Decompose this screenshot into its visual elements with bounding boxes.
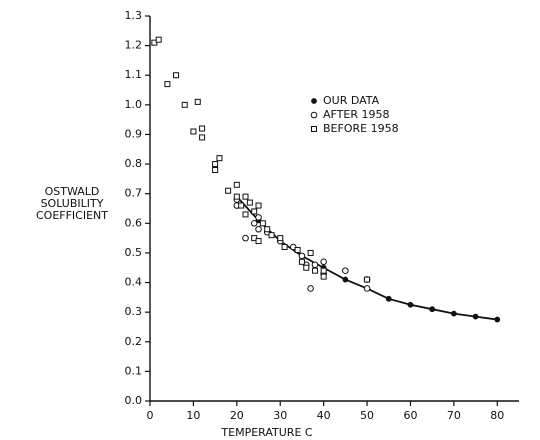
x-tick-label: 70 [447, 409, 461, 422]
y-tick-label: 0.2 [125, 335, 143, 348]
y-tick-label: 1.1 [125, 68, 143, 81]
point [246, 199, 253, 206]
legend-marker [311, 98, 317, 104]
point [259, 220, 266, 227]
point [450, 310, 457, 317]
x-tick-label: 40 [317, 409, 331, 422]
point [216, 155, 223, 162]
point [194, 98, 201, 105]
x-tick-label: 80 [490, 409, 504, 422]
point [307, 285, 314, 292]
point [255, 214, 262, 221]
y-tick-label: 0.6 [125, 216, 143, 229]
point [268, 232, 275, 239]
point [320, 267, 327, 274]
point [255, 238, 262, 245]
point [251, 208, 258, 215]
point [494, 316, 501, 323]
point [212, 167, 219, 173]
point [242, 193, 249, 200]
point [225, 187, 232, 194]
y-tick-label: 1.0 [125, 98, 143, 111]
x-tick-label: 30 [273, 409, 287, 422]
point [429, 306, 436, 313]
point [281, 244, 288, 250]
y-tick-label: 0.7 [125, 187, 143, 200]
point [233, 193, 240, 200]
point [190, 128, 197, 135]
point [342, 276, 349, 283]
legend-marker [311, 126, 317, 132]
point [407, 301, 414, 308]
point [199, 134, 206, 141]
point [320, 273, 327, 280]
y-tick-label: 0.1 [125, 364, 143, 377]
y-tick-label: 0.5 [125, 246, 143, 259]
point [364, 276, 371, 283]
y-tick-label: 1.2 [125, 39, 143, 52]
point [342, 267, 349, 274]
y-tick-label: 0.4 [125, 276, 143, 289]
x-tick-label: 20 [230, 409, 244, 422]
legend-label: OUR DATA [323, 94, 380, 107]
point [277, 235, 284, 242]
point [255, 202, 262, 209]
legend-label: BEFORE 1958 [323, 122, 399, 135]
y-tick-label: 0.0 [125, 394, 143, 407]
point [212, 161, 219, 168]
point [250, 220, 258, 227]
point [472, 313, 479, 320]
point [233, 181, 240, 188]
point [264, 226, 271, 233]
point [164, 81, 171, 88]
point [173, 72, 180, 79]
point [311, 261, 319, 269]
y-axis-label: SOLUBILITY [41, 197, 104, 210]
point [298, 258, 305, 265]
x-axis-label: TEMPERATURE C [220, 426, 312, 439]
y-tick-label: 0.9 [125, 127, 143, 140]
y-axis-label: COEFFICIENT [36, 209, 108, 222]
x-tick-label: 0 [147, 409, 154, 422]
legend-label: AFTER 1958 [323, 108, 389, 121]
point [307, 249, 314, 256]
y-tick-label: 0.8 [125, 157, 143, 170]
point [363, 285, 371, 292]
point [298, 252, 306, 260]
y-axis-label: OSTWALD [45, 185, 100, 198]
point [294, 246, 301, 253]
point [320, 258, 327, 266]
x-tick-label: 50 [360, 409, 374, 422]
x-tick-label: 10 [186, 409, 200, 422]
point [199, 125, 206, 132]
legend-marker [310, 111, 318, 119]
fit-curve [236, 196, 498, 321]
point [155, 36, 162, 43]
point [303, 264, 310, 271]
point [242, 234, 249, 242]
point [385, 295, 392, 302]
y-tick-label: 0.3 [125, 305, 143, 318]
point [255, 225, 262, 233]
point [181, 101, 188, 108]
point [242, 211, 249, 218]
point [311, 267, 318, 274]
y-tick-label: 1.3 [125, 9, 143, 22]
point [238, 202, 245, 209]
x-tick-label: 60 [403, 409, 417, 422]
